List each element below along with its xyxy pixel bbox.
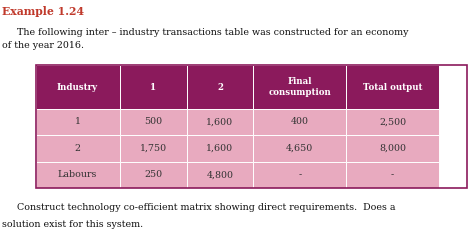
- Text: 500: 500: [144, 117, 162, 126]
- Text: Final
consumption: Final consumption: [268, 77, 331, 97]
- Text: 1,750: 1,750: [139, 144, 167, 153]
- Text: Labours: Labours: [58, 170, 97, 179]
- Text: Total output: Total output: [363, 82, 422, 92]
- Bar: [36, 162, 119, 188]
- Bar: [346, 109, 439, 135]
- Text: -: -: [298, 170, 301, 179]
- Bar: [254, 65, 346, 109]
- Text: -: -: [391, 170, 394, 179]
- Bar: [186, 135, 254, 162]
- Bar: [119, 135, 186, 162]
- Text: 8,000: 8,000: [379, 144, 406, 153]
- Text: solution exist for this system.: solution exist for this system.: [2, 220, 144, 229]
- Text: of the year 2016.: of the year 2016.: [2, 41, 84, 50]
- Text: 4,800: 4,800: [207, 170, 234, 179]
- Bar: [119, 162, 186, 188]
- Text: 1: 1: [74, 117, 81, 126]
- Text: 4,650: 4,650: [286, 144, 313, 153]
- Bar: [36, 65, 119, 109]
- Bar: [36, 109, 119, 135]
- Text: 250: 250: [144, 170, 162, 179]
- Text: 2: 2: [74, 144, 81, 153]
- Bar: [254, 109, 346, 135]
- Bar: [346, 162, 439, 188]
- Bar: [186, 65, 254, 109]
- Text: Example 1.24: Example 1.24: [2, 6, 84, 17]
- Bar: [36, 65, 467, 188]
- Text: The following inter – industry transactions table was constructed for an economy: The following inter – industry transacti…: [2, 28, 409, 37]
- Bar: [186, 162, 254, 188]
- Bar: [186, 109, 254, 135]
- Text: 2,500: 2,500: [379, 117, 406, 126]
- Text: 1,600: 1,600: [206, 117, 234, 126]
- Bar: [346, 65, 439, 109]
- Text: Industry: Industry: [57, 82, 98, 92]
- Bar: [346, 135, 439, 162]
- Bar: [119, 65, 186, 109]
- Bar: [36, 135, 119, 162]
- Text: 2: 2: [217, 82, 223, 92]
- Bar: [254, 135, 346, 162]
- Text: 400: 400: [291, 117, 309, 126]
- Bar: [119, 109, 186, 135]
- Text: 1,600: 1,600: [206, 144, 234, 153]
- Text: Construct technology co-efficient matrix showing direct requirements.  Does a: Construct technology co-efficient matrix…: [2, 203, 396, 212]
- Text: 1: 1: [150, 82, 156, 92]
- Bar: [254, 162, 346, 188]
